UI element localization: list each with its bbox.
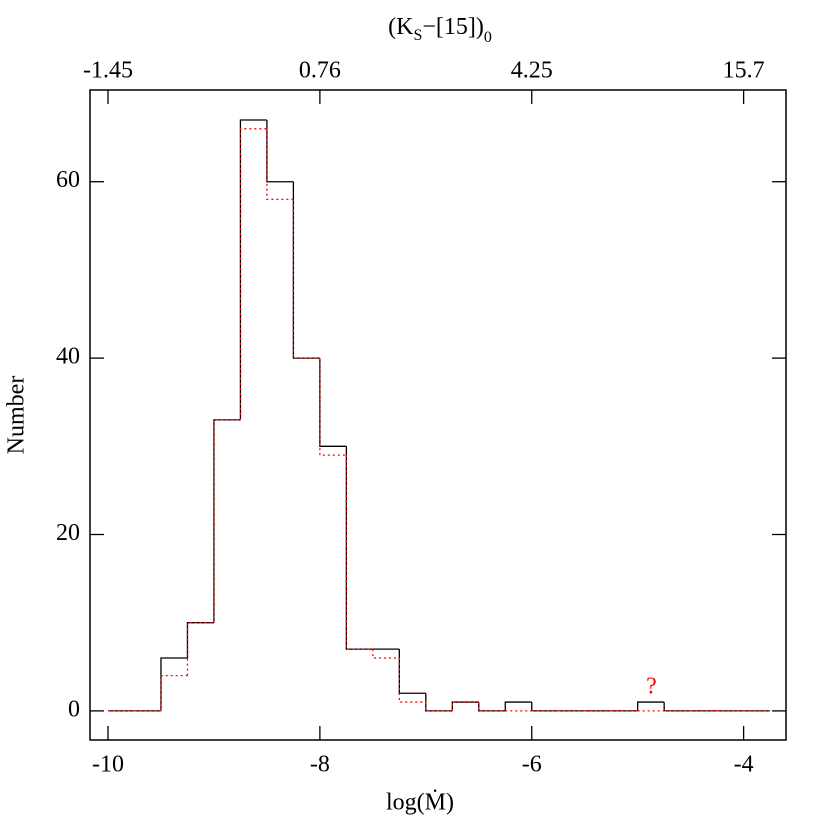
histogram-step — [345, 455, 373, 650]
histogram-step — [425, 693, 453, 712]
histogram-step — [292, 181, 320, 359]
histogram-step — [186, 622, 214, 676]
histogram-step — [292, 199, 320, 359]
histogram-step — [239, 128, 267, 420]
histogram-step — [478, 702, 506, 712]
y-tick-label: 60 — [56, 167, 80, 193]
histogram-step — [398, 657, 426, 703]
annotation: ? — [646, 673, 657, 699]
y-axis-label: Number — [4, 376, 30, 455]
x2-tick-label: 4.25 — [511, 58, 553, 84]
y-tick-label: 40 — [56, 344, 80, 370]
x2-tick-label: 0.76 — [299, 58, 341, 84]
histogram-step — [345, 446, 373, 650]
histogram-step — [160, 674, 188, 711]
label-subscript: 0 — [484, 29, 492, 46]
x2-tick-label: -1.45 — [83, 58, 133, 84]
x-axis-label: log(Ṁ) — [386, 790, 454, 816]
histogram-step — [239, 119, 267, 420]
histogram-step — [266, 128, 294, 201]
histogram-step — [213, 419, 241, 623]
x-tick-label: -6 — [522, 752, 542, 778]
histogram-step — [451, 701, 479, 711]
histogram-step — [451, 701, 479, 711]
histogram-step — [266, 119, 294, 183]
histogram-step — [319, 358, 347, 456]
histogram-step — [319, 358, 347, 447]
histogram-step — [425, 702, 453, 712]
histogram-step — [637, 701, 665, 711]
histogram-step — [663, 702, 691, 712]
y-tick-label: 20 — [56, 520, 80, 546]
histogram-step — [160, 657, 188, 711]
x2-tick-label: 15.7 — [723, 58, 765, 84]
histogram-step — [398, 649, 426, 694]
x-tick-label: -10 — [92, 752, 124, 778]
x2-axis-label: (KS−[15])0 — [388, 14, 492, 46]
x-tick-label: -8 — [310, 752, 330, 778]
y-tick-label: 0 — [68, 696, 80, 722]
histogram-step — [213, 419, 241, 623]
label-subscript: S — [413, 27, 422, 44]
label-part: −[15]) — [422, 14, 484, 40]
label-part: (K — [388, 14, 414, 40]
histogram-step — [504, 701, 532, 711]
histogram-step — [478, 702, 506, 712]
histogram-step — [186, 622, 214, 658]
x-tick-label: -4 — [734, 752, 754, 778]
plot-frame — [89, 89, 787, 741]
histogram-step — [372, 649, 400, 659]
histogram-step — [531, 702, 559, 712]
